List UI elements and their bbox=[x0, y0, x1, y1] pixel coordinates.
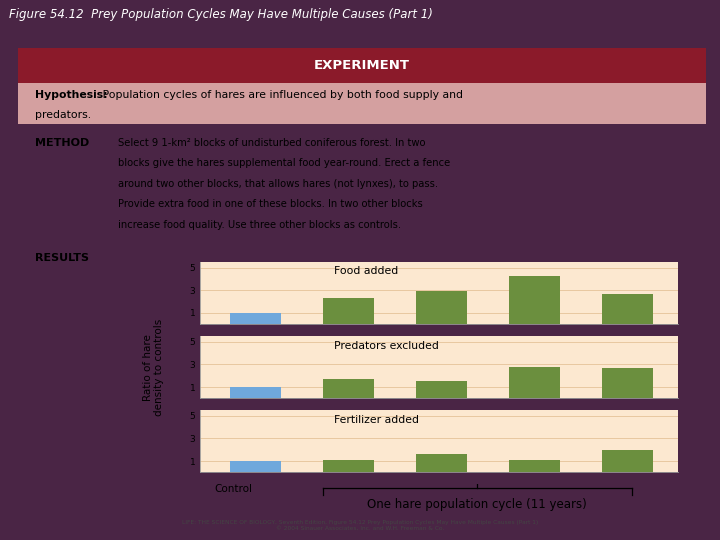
Text: increase food quality. Use three other blocks as controls.: increase food quality. Use three other b… bbox=[117, 220, 401, 230]
Text: Fertilizer added: Fertilizer added bbox=[334, 415, 419, 424]
Bar bbox=[601, 294, 652, 324]
Text: One hare population cycle (11 years): One hare population cycle (11 years) bbox=[367, 498, 587, 511]
Bar bbox=[601, 450, 652, 472]
Text: METHOD: METHOD bbox=[35, 138, 89, 148]
Text: Food added: Food added bbox=[334, 266, 398, 276]
Text: around two other blocks, that allows hares (not lynxes), to pass.: around two other blocks, that allows har… bbox=[117, 179, 438, 189]
Bar bbox=[230, 461, 282, 472]
Bar bbox=[230, 387, 282, 399]
Bar bbox=[509, 275, 559, 324]
Text: Figure 54.12  Prey Population Cycles May Have Multiple Causes (Part 1): Figure 54.12 Prey Population Cycles May … bbox=[9, 8, 433, 22]
Text: blocks give the hares supplemental food year-round. Erect a fence: blocks give the hares supplemental food … bbox=[117, 158, 450, 168]
Bar bbox=[509, 460, 559, 472]
Bar bbox=[323, 298, 374, 324]
Bar bbox=[601, 368, 652, 399]
Bar bbox=[509, 367, 559, 399]
Bar bbox=[416, 454, 467, 472]
Text: Hypothesis:: Hypothesis: bbox=[35, 90, 108, 99]
Text: Population cycles of hares are influenced by both food supply and: Population cycles of hares are influence… bbox=[99, 90, 463, 99]
Text: predators.: predators. bbox=[35, 110, 91, 120]
FancyBboxPatch shape bbox=[18, 83, 706, 124]
Text: EXPERIMENT: EXPERIMENT bbox=[314, 59, 410, 72]
Bar bbox=[416, 381, 467, 399]
Text: RESULTS: RESULTS bbox=[35, 253, 89, 262]
Text: Control: Control bbox=[215, 484, 253, 494]
FancyBboxPatch shape bbox=[18, 49, 706, 83]
Bar bbox=[416, 292, 467, 324]
Text: Select 9 1-km² blocks of undisturbed coniferous forest. In two: Select 9 1-km² blocks of undisturbed con… bbox=[117, 138, 426, 148]
Bar bbox=[323, 460, 374, 472]
Bar bbox=[230, 313, 282, 324]
Bar bbox=[323, 379, 374, 399]
Text: LIFE: THE SCIENCE OF BIOLOGY, Seventh Edition, Figure 54.12 Prey Population Cycl: LIFE: THE SCIENCE OF BIOLOGY, Seventh Ed… bbox=[182, 520, 538, 531]
Text: Predators excluded: Predators excluded bbox=[334, 341, 439, 350]
Text: Provide extra food in one of these blocks. In two other blocks: Provide extra food in one of these block… bbox=[117, 199, 423, 210]
Text: Ratio of hare
density to controls: Ratio of hare density to controls bbox=[143, 319, 164, 416]
